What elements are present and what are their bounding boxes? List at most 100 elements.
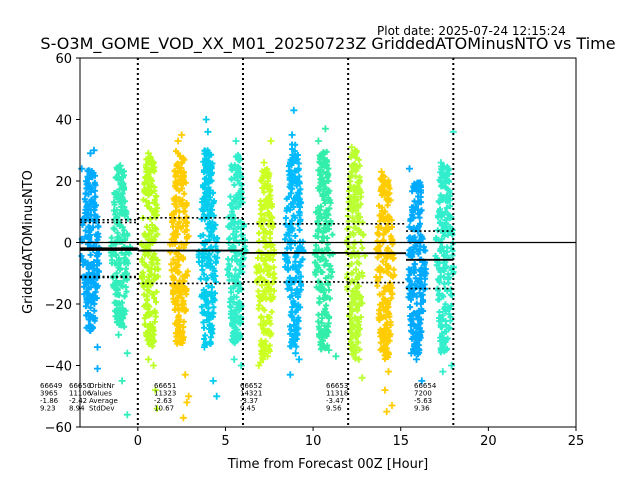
data-point <box>292 174 298 181</box>
data-point <box>141 291 148 298</box>
data-point <box>203 296 209 303</box>
data-point <box>406 234 413 241</box>
data-point <box>327 199 334 206</box>
data-point <box>256 238 263 245</box>
data-point <box>295 245 302 252</box>
data-point <box>386 288 393 294</box>
outlier-point <box>179 414 187 422</box>
data-point <box>113 252 120 258</box>
data-point <box>206 233 213 240</box>
data-point <box>417 268 424 275</box>
data-point <box>374 266 381 273</box>
data-point <box>419 291 426 298</box>
data-point <box>224 266 231 273</box>
data-point <box>183 288 190 294</box>
data-point <box>184 233 191 240</box>
data-point <box>199 182 206 189</box>
outlier-point <box>378 168 385 176</box>
data-point <box>436 199 443 206</box>
data-point <box>385 351 392 358</box>
data-point <box>232 307 239 314</box>
data-point <box>169 273 176 280</box>
data-point <box>446 324 453 331</box>
data-point <box>200 169 207 175</box>
data-point <box>441 211 447 218</box>
data-point <box>374 277 381 284</box>
data-point <box>146 204 153 210</box>
y-tick-label: 0 <box>64 237 72 252</box>
data-point <box>141 179 148 186</box>
data-point <box>318 340 325 347</box>
data-point <box>259 305 266 312</box>
data-point <box>153 226 160 233</box>
data-point <box>144 297 151 304</box>
data-point <box>183 222 190 229</box>
data-strip <box>195 116 221 400</box>
data-point <box>444 198 451 205</box>
data-point <box>227 193 234 200</box>
data-point <box>292 214 298 221</box>
data-point <box>144 277 151 284</box>
data-point <box>297 218 304 225</box>
data-point <box>121 210 127 216</box>
data-point <box>121 293 128 300</box>
data-point <box>88 299 95 306</box>
data-point <box>349 214 356 221</box>
data-point <box>388 295 395 302</box>
x-tick-label: 10 <box>305 434 322 449</box>
outlier-point <box>116 162 124 170</box>
data-point <box>359 270 366 276</box>
data-point <box>384 269 391 276</box>
data-point <box>146 341 153 348</box>
data-point <box>212 290 218 297</box>
data-point <box>228 304 235 311</box>
data-point <box>379 291 386 298</box>
data-point <box>210 295 217 302</box>
data-point <box>257 321 264 328</box>
data-point <box>354 259 361 266</box>
data-point <box>391 272 398 279</box>
data-point <box>443 205 450 211</box>
orbit-stat-text: 66654 <box>414 382 437 390</box>
orbit-stat-text: 14321 <box>240 390 262 398</box>
data-point <box>441 304 448 311</box>
data-point <box>174 230 181 237</box>
data-point <box>207 228 214 235</box>
data-point <box>148 236 155 242</box>
outlier-point <box>123 411 131 419</box>
data-point <box>348 260 355 267</box>
orbit-stat-text: -2.42 <box>69 397 87 405</box>
data-point <box>85 168 92 175</box>
data-point <box>141 262 148 269</box>
data-point <box>325 320 332 327</box>
data-point <box>299 238 306 245</box>
data-strip <box>373 168 398 416</box>
outlier-point <box>153 405 161 413</box>
data-point <box>352 349 359 356</box>
data-point <box>84 210 90 217</box>
data-point <box>260 329 267 336</box>
data-point <box>210 189 217 196</box>
data-point <box>147 216 154 222</box>
orbit-stat-text: 9.45 <box>240 405 256 413</box>
data-point <box>356 283 362 290</box>
data-point <box>89 174 96 181</box>
data-point <box>435 296 442 303</box>
data-point <box>375 314 382 321</box>
data-point <box>118 203 125 210</box>
data-point <box>319 151 326 158</box>
data-point <box>170 289 177 296</box>
data-point <box>283 257 290 264</box>
data-point <box>314 219 321 225</box>
data-point <box>119 174 126 180</box>
data-point <box>82 303 89 310</box>
data-point <box>260 341 266 348</box>
data-point <box>265 253 272 260</box>
data-point <box>197 275 204 282</box>
data-point <box>432 252 439 259</box>
data-point <box>201 202 208 209</box>
data-point <box>325 194 332 201</box>
data-point <box>262 261 269 268</box>
data-point <box>415 222 422 229</box>
